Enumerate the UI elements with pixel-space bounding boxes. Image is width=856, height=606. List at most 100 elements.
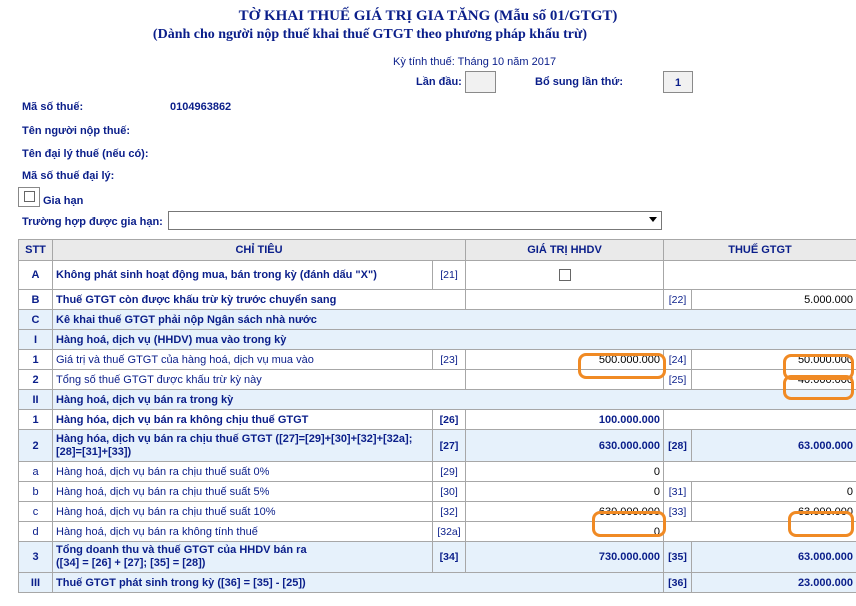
empty-value-cell xyxy=(465,289,664,310)
row-stt: 2 xyxy=(18,369,53,390)
table-row: 2 Tổng số thuế GTGT được khấu trừ kỳ này… xyxy=(18,369,856,390)
row-code: [30] xyxy=(432,481,466,502)
row-code: [34] xyxy=(432,541,466,573)
row-stt: 2 xyxy=(18,429,53,462)
table-row: II Hàng hoá, dịch vụ bán ra trong kỳ xyxy=(18,389,856,410)
row-stt: B xyxy=(18,289,53,310)
no-activity-checkbox[interactable] xyxy=(558,269,571,282)
table-row: c Hàng hoá, dịch vụ bán ra chịu thuế suấ… xyxy=(18,501,856,522)
row-stt: b xyxy=(18,481,53,502)
row-stt: 1 xyxy=(18,349,53,370)
row-label: Tổng doanh thu và thuế GTGT của HHDV bán… xyxy=(52,541,433,573)
form-subtitle: (Dành cho người nộp thuế khai thuế GTGT … xyxy=(152,27,588,42)
row-stt: 3 xyxy=(18,541,53,573)
row-stt: A xyxy=(18,260,53,290)
value-34: 730.000.000 xyxy=(465,541,664,573)
row-tax-code: [28] xyxy=(663,429,692,462)
row-label: Giá trị và thuế GTGT của hàng hoá, dịch … xyxy=(52,349,433,370)
table-row: C Kê khai thuế GTGT phải nộp Ngân sách n… xyxy=(18,309,856,330)
table-row: A Không phát sinh hoạt động mua, bán tro… xyxy=(18,260,856,290)
row-label: Thuế GTGT phát sinh trong kỳ ([36] = [35… xyxy=(52,572,664,593)
table-row: a Hàng hoá, dịch vụ bán ra chịu thuế suấ… xyxy=(18,461,856,482)
row-stt: 1 xyxy=(18,409,53,430)
extension-label: Gia hạn xyxy=(43,195,84,207)
header-indicator: CHỈ TIÊU xyxy=(52,239,466,261)
row-label: Hàng hoá, dịch vụ bán ra không tính thuế xyxy=(52,521,433,542)
row-stt: a xyxy=(18,461,53,482)
chevron-down-icon xyxy=(649,217,657,222)
row-label: Hàng hoá, dịch vụ bán ra trong kỳ xyxy=(52,389,856,410)
row-stt: I xyxy=(18,329,53,350)
first-time-label: Lần đầu: xyxy=(416,76,462,88)
table-row: 1 Hàng hóa, dịch vụ bán ra không chịu th… xyxy=(18,409,856,430)
highlight-ring xyxy=(783,375,854,400)
agent-label: Tên đại lý thuế (nếu có): xyxy=(22,148,149,160)
tax-28: 63.000.000 xyxy=(691,429,856,462)
tax-input-33[interactable]: 63.000.000 xyxy=(691,501,856,522)
row-code: [23] xyxy=(432,349,466,370)
row-label-line1: Hàng hóa, dịch vụ bán ra chịu thuế GTGT … xyxy=(56,432,413,445)
row-code: [32a] xyxy=(432,521,466,542)
highlight-ring xyxy=(592,511,666,537)
value-26: 100.000.000 xyxy=(465,409,664,430)
value-input-30[interactable]: 0 xyxy=(465,481,664,502)
tax-period: Kỳ tính thuế: Tháng 10 năm 2017 xyxy=(393,56,557,68)
tax-36: 23.000.000 xyxy=(691,572,856,593)
highlight-ring xyxy=(578,353,666,379)
no-activity-cell xyxy=(465,260,664,290)
row-code: [29] xyxy=(432,461,466,482)
table-row: I Hàng hoá, dịch vụ (HHDV) mua vào trong… xyxy=(18,329,856,350)
table-row: B Thuế GTGT còn được khấu trừ kỳ trước c… xyxy=(18,289,856,310)
value-input-29[interactable]: 0 xyxy=(465,461,664,482)
row-label-line2: ([34] = [26] + [27]; [35] = [28]) xyxy=(56,557,206,569)
row-label: Hàng hoá, dịch vụ bán ra chịu thuế suất … xyxy=(52,501,433,522)
highlight-ring xyxy=(783,354,854,380)
form-title: TỜ KHAI THUẾ GIÁ TRỊ GIA TĂNG (Mẫu số 01… xyxy=(238,8,618,24)
row-label-line2: [28]=[31]+[33]) xyxy=(56,445,132,458)
tax-code-label: Mã số thuế: xyxy=(22,101,84,113)
extension-case-select[interactable] xyxy=(168,211,662,230)
row-label: Tổng số thuế GTGT được khấu trừ kỳ này xyxy=(52,369,466,390)
supplement-label: Bổ sung lần thứ: xyxy=(535,76,624,88)
tax-declaration-table: STT CHỈ TIÊU GIÁ TRỊ HHDV THUẾ GTGT A Kh… xyxy=(18,239,856,593)
row-label-line1: Tổng doanh thu và thuế GTGT của HHDV bán… xyxy=(56,544,307,556)
row-tax-code: [36] xyxy=(663,572,692,593)
row-label: Hàng hóa, dịch vụ bán ra không chịu thuế… xyxy=(52,409,433,430)
empty-tax-cell xyxy=(663,260,856,290)
extension-checkbox[interactable] xyxy=(24,191,35,202)
tax-input-31[interactable]: 0 xyxy=(691,481,856,502)
table-row: 2 Hàng hóa, dịch vụ bán ra chịu thuế GTG… xyxy=(18,429,856,462)
first-time-field[interactable] xyxy=(465,71,496,93)
row-label: Hàng hóa, dịch vụ bán ra chịu thuế GTGT … xyxy=(52,429,433,462)
tax-input-22[interactable]: 5.000.000 xyxy=(691,289,856,310)
row-label: Không phát sinh hoạt động mua, bán trong… xyxy=(52,260,433,290)
row-stt: II xyxy=(18,389,53,410)
row-tax-code: [24] xyxy=(663,349,692,370)
row-label: Hàng hoá, dịch vụ bán ra chịu thuế suất … xyxy=(52,461,433,482)
row-stt: c xyxy=(18,501,53,522)
row-code: [21] xyxy=(432,260,466,290)
row-code: [27] xyxy=(432,429,466,462)
row-tax-code: [22] xyxy=(663,289,692,310)
agent-code-label: Mã số thuế đại lý: xyxy=(22,170,115,182)
table-row: 3 Tổng doanh thu và thuế GTGT của HHDV b… xyxy=(18,541,856,573)
header-value: GIÁ TRỊ HHDV xyxy=(465,239,664,261)
table-row: 1 Giá trị và thuế GTGT của hàng hoá, dịc… xyxy=(18,349,856,370)
empty-tax-cell xyxy=(663,461,856,482)
row-stt: C xyxy=(18,309,53,330)
highlight-ring xyxy=(788,511,854,537)
table-row: III Thuế GTGT phát sinh trong kỳ ([36] =… xyxy=(18,572,856,593)
row-tax-code: [35] xyxy=(663,541,692,573)
row-code: [26] xyxy=(432,409,466,430)
taxpayer-label: Tên người nộp thuế: xyxy=(22,125,131,137)
table-row: d Hàng hoá, dịch vụ bán ra không tính th… xyxy=(18,521,856,542)
row-tax-code: [25] xyxy=(663,369,692,390)
row-tax-code: [33] xyxy=(663,501,692,522)
supplement-field[interactable]: 1 xyxy=(663,71,693,93)
row-label: Kê khai thuế GTGT phải nộp Ngân sách nhà… xyxy=(52,309,856,330)
row-label: Thuế GTGT còn được khấu trừ kỳ trước chu… xyxy=(52,289,466,310)
header-stt: STT xyxy=(18,239,53,261)
row-stt: III xyxy=(18,572,53,593)
extension-case-label: Trường hợp được gia hạn: xyxy=(22,216,163,228)
table-row: b Hàng hoá, dịch vụ bán ra chịu thuế suấ… xyxy=(18,481,856,502)
